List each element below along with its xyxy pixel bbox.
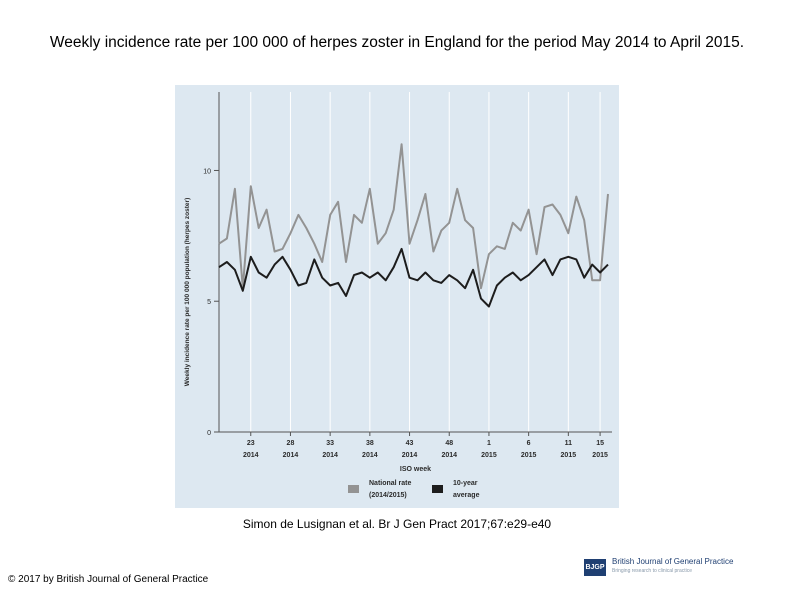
y-tick-label: 5: [207, 299, 211, 306]
x-tick-label-year: 2015: [481, 452, 497, 459]
legend-swatch: [348, 485, 359, 493]
x-tick-label-year: 2014: [283, 452, 299, 459]
series-line-ten-year-average: [218, 247, 609, 308]
journal-logo-tagline: Bringing research to clinical practice: [612, 568, 693, 574]
x-tick-label-week: 6: [527, 440, 531, 447]
citation: Simon de Lusignan et al. Br J Gen Pract …: [242, 517, 552, 531]
legend-label: National rate: [369, 480, 412, 487]
x-tick-label-week: 33: [326, 440, 334, 447]
plot-background: [175, 85, 619, 508]
x-tick-label-week: 11: [565, 440, 573, 447]
x-tick-label-year: 2015: [592, 452, 608, 459]
y-axis-title: Weekly incidence rate per 100 000 popula…: [184, 198, 191, 386]
x-tick-label-week: 15: [596, 440, 604, 447]
x-tick-label-year: 2014: [322, 452, 338, 459]
slide-title: Weekly incidence rate per 100 000 of her…: [49, 34, 745, 51]
x-tick-label-week: 48: [445, 440, 453, 447]
legend-label-sub: average: [453, 492, 480, 499]
series-line-national-rate: [218, 143, 609, 290]
journal-logo-mark: BJGP: [584, 559, 606, 576]
x-tick-label-week: 23: [247, 440, 255, 447]
x-tick-label-week: 43: [406, 440, 414, 447]
x-tick-label-year: 2014: [362, 452, 378, 459]
x-tick-label-week: 28: [287, 440, 295, 447]
journal-logo: BJGP British Journal of General Practice…: [584, 557, 754, 579]
x-axis-title: ISO week: [400, 466, 431, 473]
copyright-notice: © 2017 by British Journal of General Pra…: [8, 574, 209, 585]
x-tick-label-week: 1: [487, 440, 491, 447]
chart-figure: 0 5 10 23 2014 28 2014 33 2014 38 2014 43 2014 48 2014…: [175, 85, 619, 508]
legend-label-sub: (2014/2015): [369, 492, 407, 499]
x-tick-label-year: 2015: [561, 452, 577, 459]
y-tick-label: 10: [203, 168, 211, 175]
x-tick-label-year: 2014: [441, 452, 457, 459]
herpes-zoster-line-chart: 0 5 10 23 2014 28 2014 33 2014 38 2014 43 2014 48 2014…: [175, 85, 619, 508]
x-tick-label-year: 2014: [402, 452, 418, 459]
x-tick-label-year: 2014: [243, 452, 259, 459]
x-tick-label-week: 38: [366, 440, 374, 447]
y-tick-label: 0: [207, 430, 211, 437]
legend-swatch: [432, 485, 443, 493]
x-tick-label-year: 2015: [521, 452, 537, 459]
legend-label: 10-year: [453, 480, 478, 487]
journal-logo-name: British Journal of General Practice: [612, 557, 734, 566]
